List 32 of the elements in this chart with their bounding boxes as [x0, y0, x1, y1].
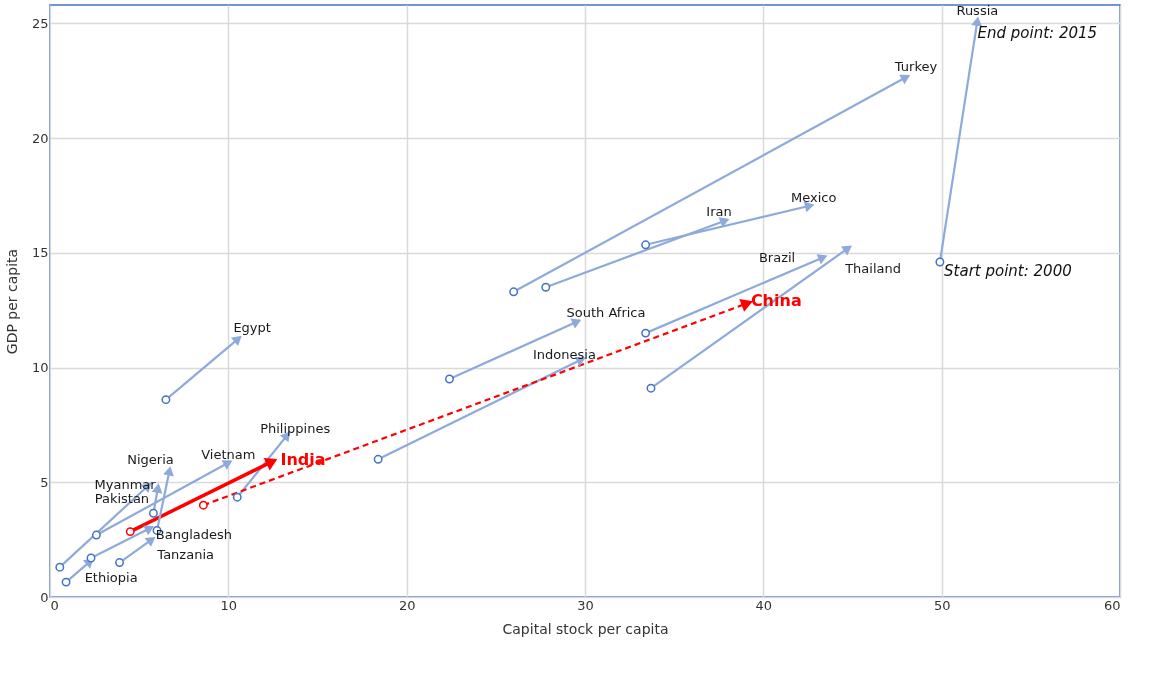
y-tick-label: 25	[31, 15, 49, 31]
series-label: South Africa	[566, 304, 646, 320]
series-label: Nigeria	[127, 451, 174, 467]
x-tick-label: 50	[933, 597, 951, 613]
x-axis-title: Capital stock per capita	[502, 620, 669, 637]
x-tick-label: 30	[577, 597, 594, 613]
series-label: Egypt	[233, 319, 271, 335]
series-label: Russia	[956, 3, 999, 19]
series-label: India	[280, 449, 326, 469]
x-tick-label: 20	[398, 597, 416, 613]
annotation: Start point: 2000	[944, 261, 1072, 280]
series-label: China	[750, 291, 802, 311]
y-tick-label: 5	[40, 474, 49, 490]
series-label: Pakistan	[94, 491, 150, 507]
series-label: Ethiopia	[84, 570, 138, 586]
x-tick-label: 60	[1103, 597, 1121, 613]
series-label: Iran	[706, 203, 732, 219]
series-label: Brazil	[758, 250, 796, 266]
x-tick-label: 10	[220, 597, 238, 613]
annotation: End point: 2015	[977, 24, 1098, 43]
series-label: Bangladesh	[155, 527, 232, 543]
y-tick-label: 10	[31, 360, 49, 376]
series-label: Turkey	[893, 59, 938, 75]
y-tick-label: 20	[31, 130, 49, 146]
series-label: Thailand	[844, 261, 901, 277]
y-axis-title: GDP per capita	[3, 248, 20, 355]
series-label: Vietnam	[201, 446, 256, 462]
series-label: Mexico	[791, 189, 837, 205]
x-tick-label: 40	[755, 597, 773, 613]
x-tick-label: 0	[50, 597, 59, 613]
series-label: Tanzania	[156, 546, 214, 562]
y-tick-label: 15	[31, 245, 49, 261]
